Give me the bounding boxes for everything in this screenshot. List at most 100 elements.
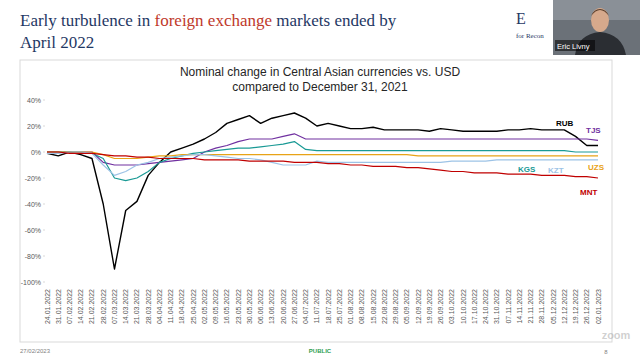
x-tick-label: 20.06.2022 [280, 289, 287, 324]
x-tick-label: 08.08.2022 [358, 289, 365, 324]
y-tick-label: -80% [25, 253, 41, 260]
x-tick-label: 21.02.2022 [88, 289, 95, 324]
zoom-watermark: zoom [602, 329, 631, 341]
x-tick-label: 14.02.2022 [77, 289, 84, 324]
x-tick-label: 19.12.2022 [572, 289, 579, 324]
person-hair [591, 9, 609, 16]
x-tick-label: 31.10.2022 [493, 289, 500, 324]
y-tick-label: -100% [21, 279, 41, 286]
x-tick-label: 21.11.2022 [527, 289, 534, 324]
presenter-name: Eric Livny [557, 42, 590, 51]
x-tick-label: 07.03.2022 [111, 289, 118, 324]
x-tick-label: 18.07.2022 [325, 289, 332, 324]
chart-title: Nominal change in Central Asian currenci… [180, 65, 460, 79]
y-tick-label: -40% [25, 201, 41, 208]
x-axis: 24.01.2022 31.01.2022 07.02.2022 14.02.2022… [44, 289, 602, 324]
series-line [47, 142, 598, 181]
x-tick-label: 15.08.2022 [370, 289, 377, 324]
series-line [47, 152, 598, 178]
x-tick-label: 04.07.2022 [302, 289, 309, 324]
x-tick-label: 02.01.2023 [595, 289, 602, 324]
x-tick-label: 03.10.2022 [448, 289, 455, 324]
x-tick-label: 13.06.2022 [268, 289, 275, 324]
x-tick-label: 05.09.2022 [403, 289, 410, 324]
lines [47, 113, 598, 269]
x-tick-label: 29.08.2022 [392, 289, 399, 324]
slide-title-part: Early turbulence in [20, 11, 155, 30]
footer-date: 27/02/2023 [20, 348, 51, 354]
x-tick-label: 31.01.2022 [55, 289, 62, 324]
x-tick-label: 09.05.2022 [212, 289, 219, 324]
person-head [591, 8, 609, 32]
y-tick [43, 100, 45, 101]
x-tick-label: 19.09.2022 [426, 289, 433, 324]
logo: E [516, 10, 526, 27]
x-tick-label: 21.03.2022 [133, 289, 140, 324]
y-tick-label: -60% [25, 227, 41, 234]
series-label: UZS [588, 163, 605, 172]
x-tick-label: 25.04.2022 [190, 289, 197, 324]
x-tick-label: 23.05.2022 [235, 289, 242, 324]
x-tick-label: 18.04.2022 [178, 289, 185, 324]
x-tick-label: 07.11.2022 [505, 289, 512, 324]
x-tick-label: 04.04.2022 [156, 289, 163, 324]
x-tick-label: 26.09.2022 [437, 289, 444, 324]
series-label: KGS [518, 165, 536, 174]
y-tick [43, 152, 45, 153]
x-tick-label: 01.08.2022 [347, 289, 354, 324]
series-label: MNT [580, 188, 597, 197]
slide-title-part: markets ended by [272, 11, 397, 30]
y-tick-label: -20% [25, 175, 41, 182]
x-tick-label: 07.02.2022 [66, 289, 73, 324]
y-tick [43, 126, 45, 127]
name-tag [555, 40, 595, 51]
series-label: TJS [586, 126, 601, 135]
x-tick-label: 06.06.2022 [257, 289, 264, 324]
y-tick-label: 0% [31, 149, 41, 156]
x-tick-label: 30.05.2022 [246, 289, 253, 324]
series-label: KZT [548, 166, 564, 175]
x-tick-label: 24.01.2022 [44, 289, 51, 324]
y-tick-label: 20% [27, 123, 41, 130]
x-tick-label: 05.12.2022 [550, 289, 557, 324]
footer-page: 8 [604, 349, 608, 355]
y-tick [43, 256, 45, 257]
chart-subtitle: compared to December 31, 2021 [232, 80, 408, 94]
y-tick [43, 282, 45, 283]
series-line [47, 152, 598, 159]
series-label: RUB [556, 119, 574, 128]
canvas: Early turbulence in foreign exchange mar… [0, 0, 640, 360]
x-tick-label: 02.05.2022 [201, 289, 208, 324]
video-background [553, 0, 640, 55]
series-line [47, 113, 598, 269]
x-tick-label: 12.09.2022 [415, 289, 422, 324]
y-tick [43, 178, 45, 179]
x-tick-label: 17.10.2022 [471, 289, 478, 324]
x-tick-label: 28.02.2022 [100, 289, 107, 324]
x-tick-label: 24.10.2022 [482, 289, 489, 324]
y-tick-label: 40% [27, 97, 41, 104]
x-tick-label: 11.07.2022 [313, 289, 320, 324]
x-tick-label: 12.12.2022 [561, 289, 568, 324]
slide-title-line: Early turbulence in foreign exchange mar… [20, 11, 397, 30]
slide-title-part: foreign exchange [155, 11, 273, 30]
x-tick-label: 10.10.2022 [460, 289, 467, 324]
y-tick [43, 230, 45, 231]
slide-title-line: April 2022 [20, 33, 94, 52]
x-tick-label: 25.07.2022 [336, 289, 343, 324]
x-tick-label: 14.03.2022 [122, 289, 129, 324]
slide-title-part: April 2022 [20, 33, 94, 52]
x-tick-label: 28.11.2022 [538, 289, 545, 324]
x-tick-label: 26.12.2022 [583, 289, 590, 324]
y-axis: -100% -80% -60% -40% -20% 0% 20% 40% [21, 97, 45, 286]
x-tick-label: 22.08.2022 [381, 289, 388, 324]
logo-subtitle: for Recon [516, 32, 544, 40]
y-tick [43, 204, 45, 205]
x-tick-label: 27.06.2022 [291, 289, 298, 324]
video-overlay: Eric Livny [553, 0, 640, 55]
slide: Early turbulence in foreign exchange mar… [0, 0, 640, 360]
x-tick-label: 16.05.2022 [223, 289, 230, 324]
chart-frame [20, 60, 612, 342]
x-tick-label: 11.04.2022 [167, 289, 174, 324]
series-line [47, 152, 598, 175]
